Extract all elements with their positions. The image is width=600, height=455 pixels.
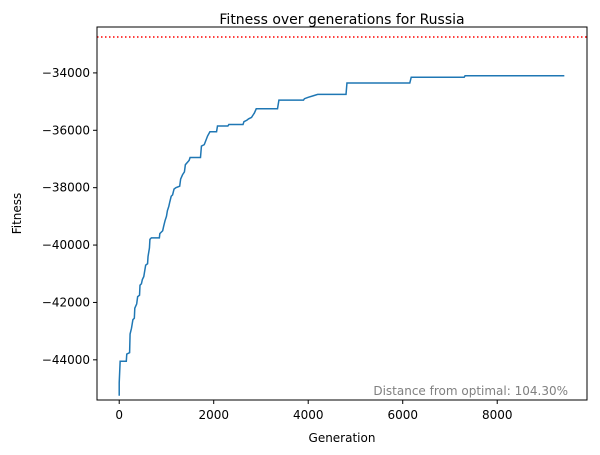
x-tick-label: 6000 — [387, 408, 418, 422]
x-tick-label: 0 — [115, 408, 123, 422]
x-axis-ticks: 0 2000 4000 6000 8000 — [115, 400, 512, 422]
y-tick-label: −44000 — [42, 353, 90, 367]
x-axis-label: Generation — [309, 431, 376, 445]
x-tick-label: 2000 — [198, 408, 229, 422]
fitness-series-line — [118, 75, 565, 396]
x-tick-label: 8000 — [482, 408, 513, 422]
y-tick-label: −38000 — [42, 181, 90, 195]
y-tick-label: −34000 — [42, 66, 90, 80]
y-tick-label: −36000 — [42, 123, 90, 137]
distance-annotation: Distance from optimal: 104.30% — [373, 384, 568, 398]
y-axis-ticks: −44000 −42000 −40000 −38000 −36000 −34000 — [42, 66, 97, 367]
y-tick-label: −42000 — [42, 295, 90, 309]
y-axis-label: Fitness — [10, 193, 24, 235]
plot-area — [97, 36, 587, 396]
chart-title: Fitness over generations for Russia — [219, 12, 464, 28]
y-tick-label: −40000 — [42, 238, 90, 252]
plot-frame — [96, 26, 588, 401]
x-tick-label: 4000 — [293, 408, 324, 422]
